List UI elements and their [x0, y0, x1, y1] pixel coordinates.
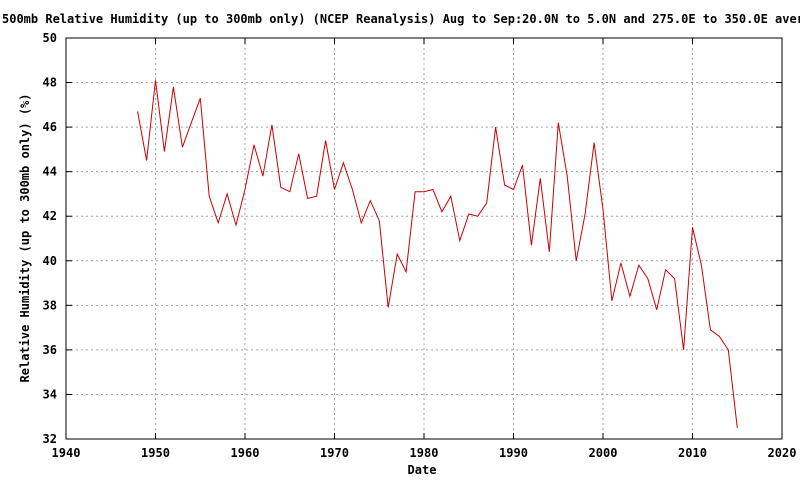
- x-tick-label: 2010: [678, 446, 707, 460]
- x-tick-label: 1960: [231, 446, 260, 460]
- x-tick-label: 1950: [141, 446, 170, 460]
- plot-frame: [65, 37, 783, 440]
- x-tick-label: 1940: [52, 446, 81, 460]
- y-tick-label: 46: [43, 120, 57, 134]
- y-tick-label: 40: [43, 254, 57, 268]
- axis-ticks: 32 34 36 38 40 42 44 46 48 50 1940 1950 1960 1970 1980…: [43, 31, 797, 460]
- y-tick-label: 34: [43, 387, 57, 401]
- chart-title: 500mb Relative Humidity (up to 300mb onl…: [2, 12, 800, 26]
- x-tick-label: 1970: [320, 446, 349, 460]
- y-tick-label: 36: [43, 343, 57, 357]
- grid: [66, 38, 782, 439]
- x-tick-label: 1990: [499, 446, 528, 460]
- x-tick-label: 1980: [410, 446, 439, 460]
- x-tick-label: 2000: [589, 446, 618, 460]
- y-tick-label: 38: [43, 298, 57, 312]
- y-tick-label: 32: [43, 432, 57, 446]
- y-tick-label: 50: [43, 31, 57, 45]
- y-tick-label: 48: [43, 76, 57, 90]
- y-tick-label: 44: [43, 165, 57, 179]
- x-axis-label: Date: [408, 463, 437, 477]
- x-tick-label: 2020: [768, 446, 797, 460]
- series-line: [137, 80, 738, 428]
- y-tick-label: 42: [43, 209, 57, 223]
- y-axis-label: Relative Humidity (up to 300mb only) (%): [18, 94, 32, 383]
